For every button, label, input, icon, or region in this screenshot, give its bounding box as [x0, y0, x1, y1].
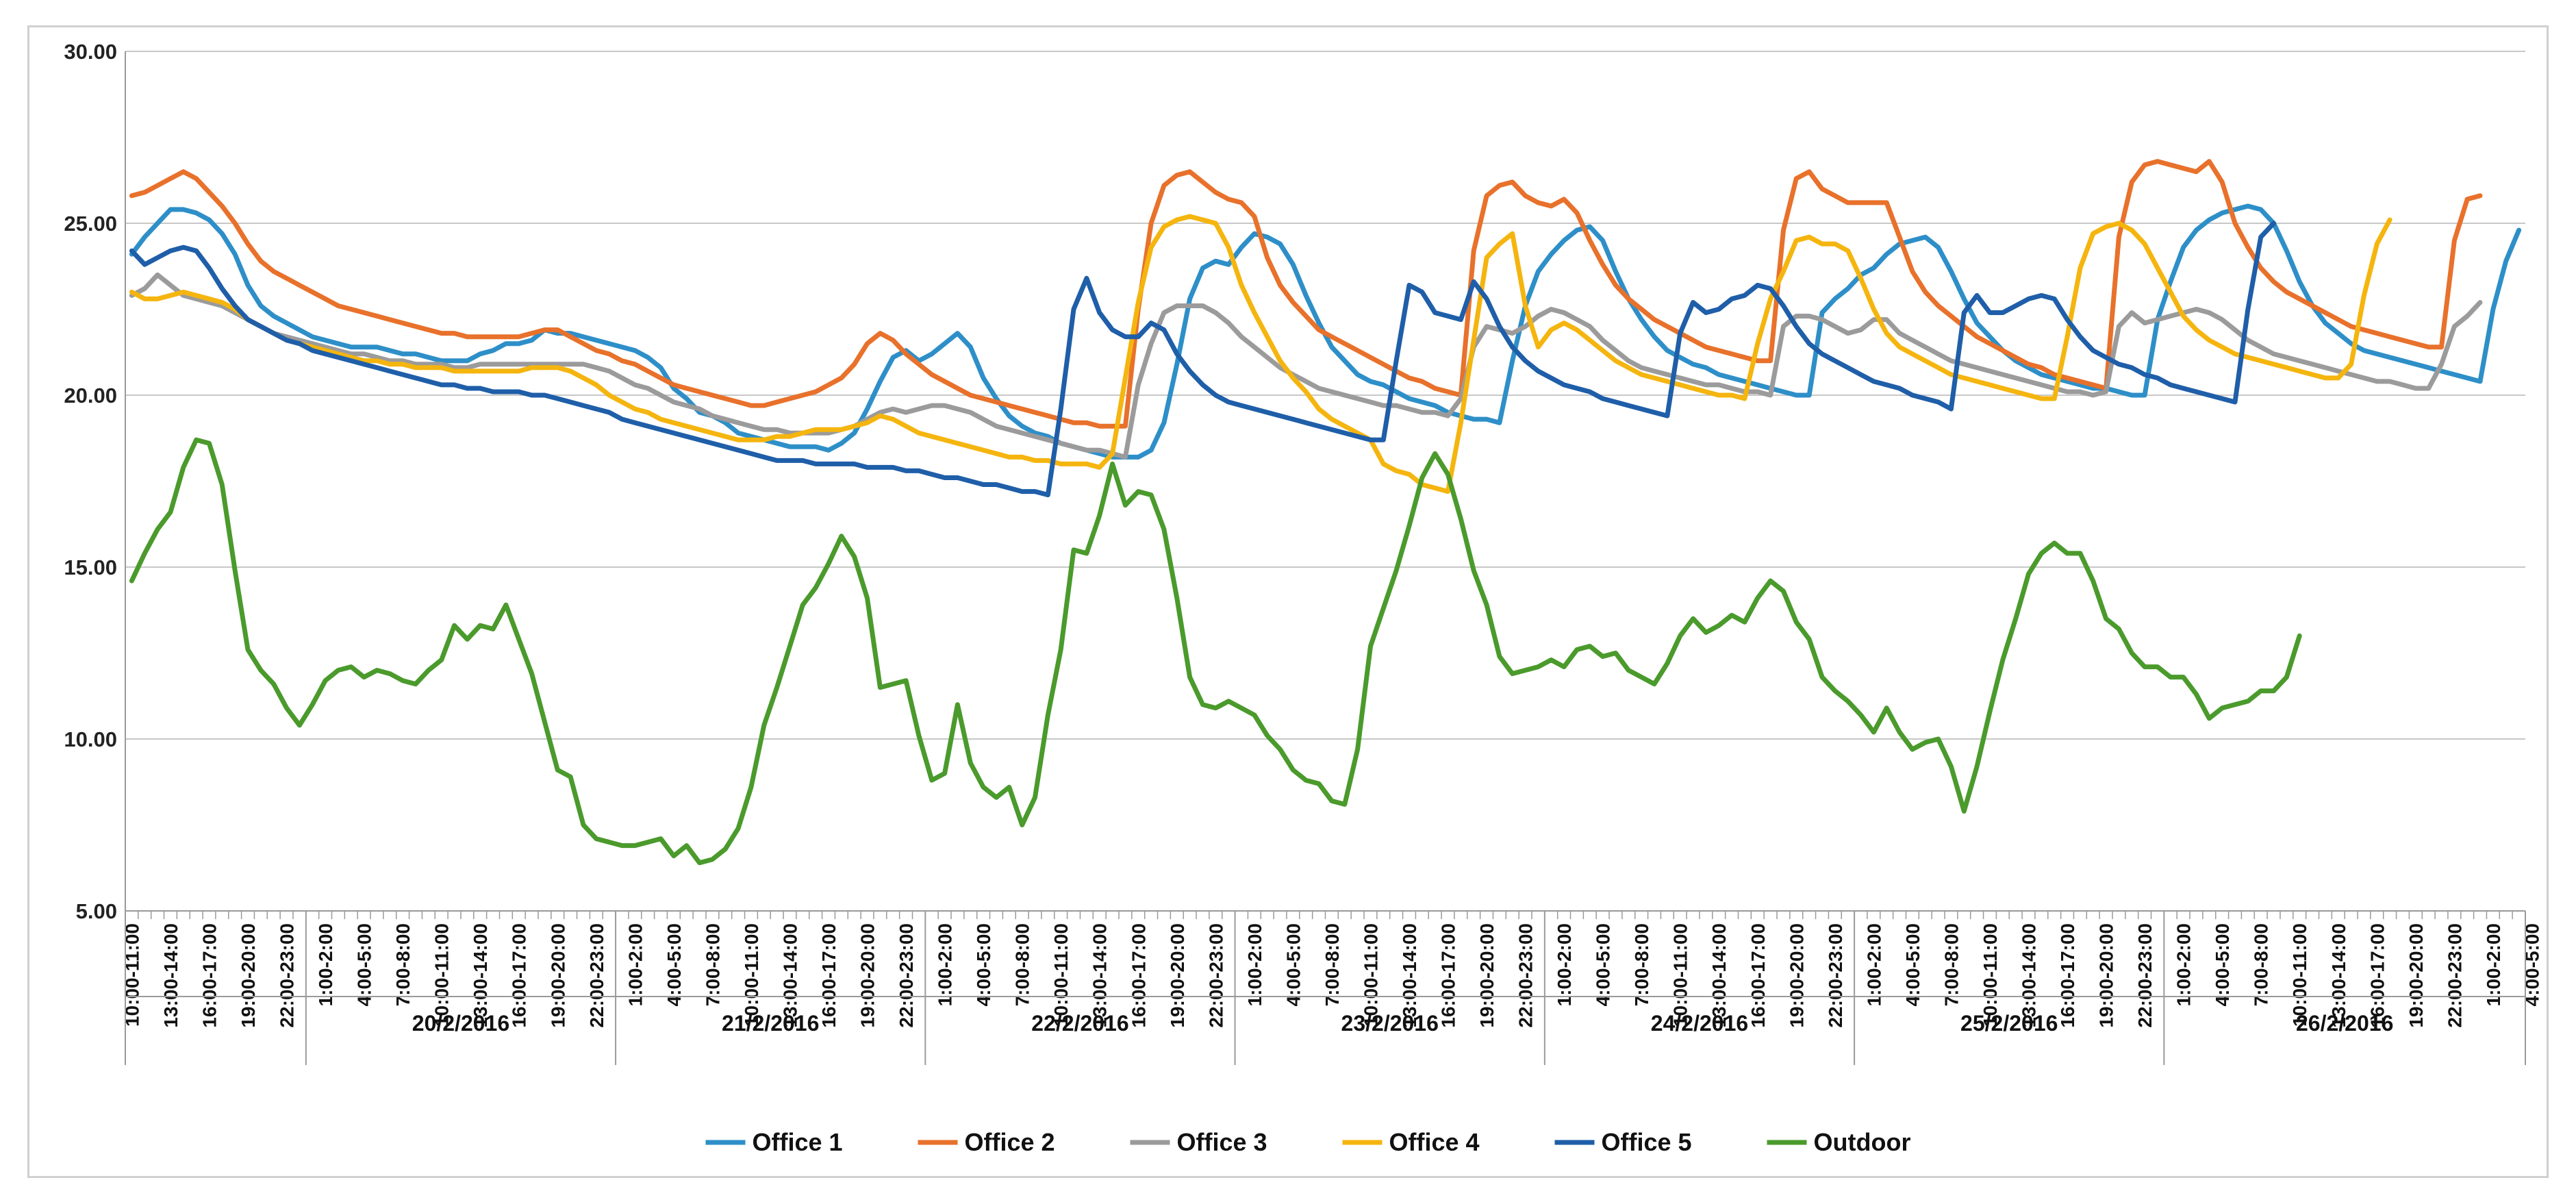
x-tick-label: 7:00-8:00 [1012, 923, 1033, 1006]
x-tick-label: 13:00-14:00 [1708, 923, 1730, 1028]
x-tick-label: 4:00-5:00 [973, 923, 994, 1006]
x-tick-label: 16:00-17:00 [199, 923, 220, 1028]
y-axis-ticks: 5.00 10.00 15.00 20.00 25.00 30.00 [64, 40, 117, 923]
x-tick-label: 7:00-8:00 [1941, 923, 1962, 1006]
x-tick-label: 19:00-20:00 [1167, 923, 1188, 1028]
legend-item: Office 3 [1130, 1128, 1267, 1156]
legend-label: Office 2 [965, 1128, 1055, 1156]
x-tick-label: 7:00-8:00 [1322, 923, 1343, 1006]
y-tick-label: 20.00 [64, 384, 117, 408]
series-line-office-5 [129, 221, 2276, 498]
x-tick-label: 10:00-11:00 [2289, 923, 2310, 1027]
chart-frame: 5.00 10.00 15.00 20.00 25.00 30.00 10:00-11:0… [27, 25, 2549, 1178]
x-tick-label: 10:00-11:00 [1050, 923, 1072, 1027]
x-tick-label: 19:00-20:00 [238, 923, 259, 1028]
legend-item: Outdoor [1767, 1128, 1911, 1156]
series-line-office-2 [129, 159, 2483, 429]
x-tick-label: 19:00-20:00 [2096, 923, 2117, 1028]
x-tick-label: 7:00-8:00 [2251, 923, 2272, 1006]
gridlines [125, 51, 2525, 912]
line-chart: 5.00 10.00 15.00 20.00 25.00 30.00 10:00-11:0… [64, 40, 2542, 1156]
x-date-label: 22/2/2016 [1031, 1011, 1128, 1036]
legend-label: Office 4 [1389, 1128, 1480, 1156]
x-tick-label: 4:00-5:00 [664, 923, 685, 1006]
x-tick-label: 1:00-2:00 [1554, 923, 1575, 1006]
x-tick-label: 13:00-14:00 [470, 923, 491, 1028]
x-tick-label: 19:00-20:00 [1786, 923, 1807, 1028]
x-tick-label: 16:00-17:00 [1128, 923, 1149, 1028]
legend-item: Office 5 [1554, 1128, 1692, 1156]
x-tick-label: 10:00-11:00 [1670, 923, 1691, 1027]
x-tick-label: 1:00-2:00 [1244, 923, 1265, 1006]
x-tick-label: 19:00-20:00 [1476, 923, 1498, 1028]
legend-label: Office 5 [1602, 1128, 1692, 1156]
x-tick-label: 4:00-5:00 [1593, 923, 1614, 1006]
y-tick-label: 15.00 [64, 555, 117, 579]
x-date-label: 26/2/2016 [2296, 1011, 2393, 1036]
x-tick-label: 16:00-17:00 [2057, 923, 2078, 1028]
legend-item: Office 4 [1342, 1128, 1480, 1156]
x-tick-label: 16:00-17:00 [1438, 923, 1459, 1028]
legend-item: Office 2 [918, 1128, 1055, 1156]
x-tick-label: 13:00-14:00 [779, 923, 800, 1028]
x-tick-label: 10:00-11:00 [1980, 923, 2001, 1027]
x-tick-label: 22:00-23:00 [1825, 923, 1846, 1028]
y-tick-label: 5.00 [76, 899, 117, 923]
x-tick-label: 1:00-2:00 [935, 923, 956, 1006]
x-tick-label: 22:00-23:00 [896, 923, 917, 1028]
x-tick-label: 10:00-11:00 [741, 923, 762, 1027]
x-tick-label: 1:00-2:00 [2483, 923, 2504, 1006]
x-date-label: 24/2/2016 [1651, 1011, 1748, 1036]
x-tick-label: 13:00-14:00 [1089, 923, 1111, 1028]
x-tick-label: 13:00-14:00 [2019, 923, 2040, 1028]
x-tick-label: 4:00-5:00 [1902, 923, 1923, 1006]
x-tick-label: 1:00-2:00 [624, 923, 646, 1006]
x-date-label: 23/2/2016 [1341, 1011, 1439, 1036]
x-tick-label: 16:00-17:00 [509, 923, 530, 1028]
y-tick-label: 30.00 [64, 40, 117, 64]
legend-label: Outdoor [1814, 1128, 1911, 1156]
x-tick-label: 22:00-23:00 [1515, 923, 1537, 1028]
series-line-office-3 [129, 272, 2483, 460]
x-tick-label: 13:00-14:00 [1399, 923, 1420, 1028]
x-date-label: 21/2/2016 [722, 1011, 819, 1036]
legend-label: Office 3 [1177, 1128, 1267, 1156]
x-tick-label: 4:00-5:00 [2212, 923, 2233, 1006]
x-tick-label: 19:00-20:00 [547, 923, 568, 1028]
x-tick-label: 7:00-8:00 [392, 923, 414, 1006]
x-tick-label: 1:00-2:00 [1863, 923, 1884, 1006]
x-tick-label: 7:00-8:00 [702, 923, 723, 1006]
x-tick-label: 16:00-17:00 [818, 923, 839, 1028]
x-date-label: 25/2/2016 [1960, 1011, 2058, 1036]
x-tick-label: 22:00-23:00 [2134, 923, 2156, 1028]
y-tick-label: 10.00 [64, 727, 117, 751]
x-tick-label: 4:00-5:00 [1283, 923, 1304, 1006]
series-lines [129, 159, 2522, 866]
x-tick-label: 4:00-5:00 [354, 923, 375, 1006]
x-tick-label: 1:00-2:00 [315, 923, 336, 1006]
x-tick-label: 22:00-23:00 [586, 923, 607, 1028]
legend-item: Office 1 [705, 1128, 843, 1156]
x-tick-label: 22:00-23:00 [2444, 923, 2465, 1028]
x-tick-label: 16:00-17:00 [2366, 923, 2388, 1028]
x-tick-label: 19:00-20:00 [857, 923, 879, 1028]
x-axis: 10:00-11:00 13:00-14:00 16:00-17:00 19:00-2… [121, 911, 2542, 1065]
series-line-outdoor [129, 437, 2302, 866]
legend: Office 1 Office 2 Office 3 Office 4 Office 5… [705, 1128, 1911, 1156]
x-date-label: 20/2/2016 [412, 1011, 509, 1036]
y-tick-label: 25.00 [64, 212, 117, 236]
x-tick-label: 16:00-17:00 [1747, 923, 1769, 1028]
x-tick-label: 10:00-11:00 [431, 923, 453, 1027]
x-tick-label: 10:00-11:00 [1360, 923, 1381, 1027]
x-tick-label: 19:00-20:00 [2405, 923, 2427, 1028]
x-tick-label: 22:00-23:00 [1205, 923, 1226, 1028]
x-tick-label: 1:00-2:00 [2173, 923, 2195, 1006]
x-tick-label: 13:00-14:00 [2328, 923, 2349, 1028]
series-line-office-4 [129, 214, 2392, 494]
x-tick-label: 7:00-8:00 [1631, 923, 1652, 1006]
x-tick-label: 22:00-23:00 [277, 923, 298, 1028]
legend-label: Office 1 [753, 1128, 843, 1156]
x-tick-label: 13:00-14:00 [160, 923, 181, 1028]
